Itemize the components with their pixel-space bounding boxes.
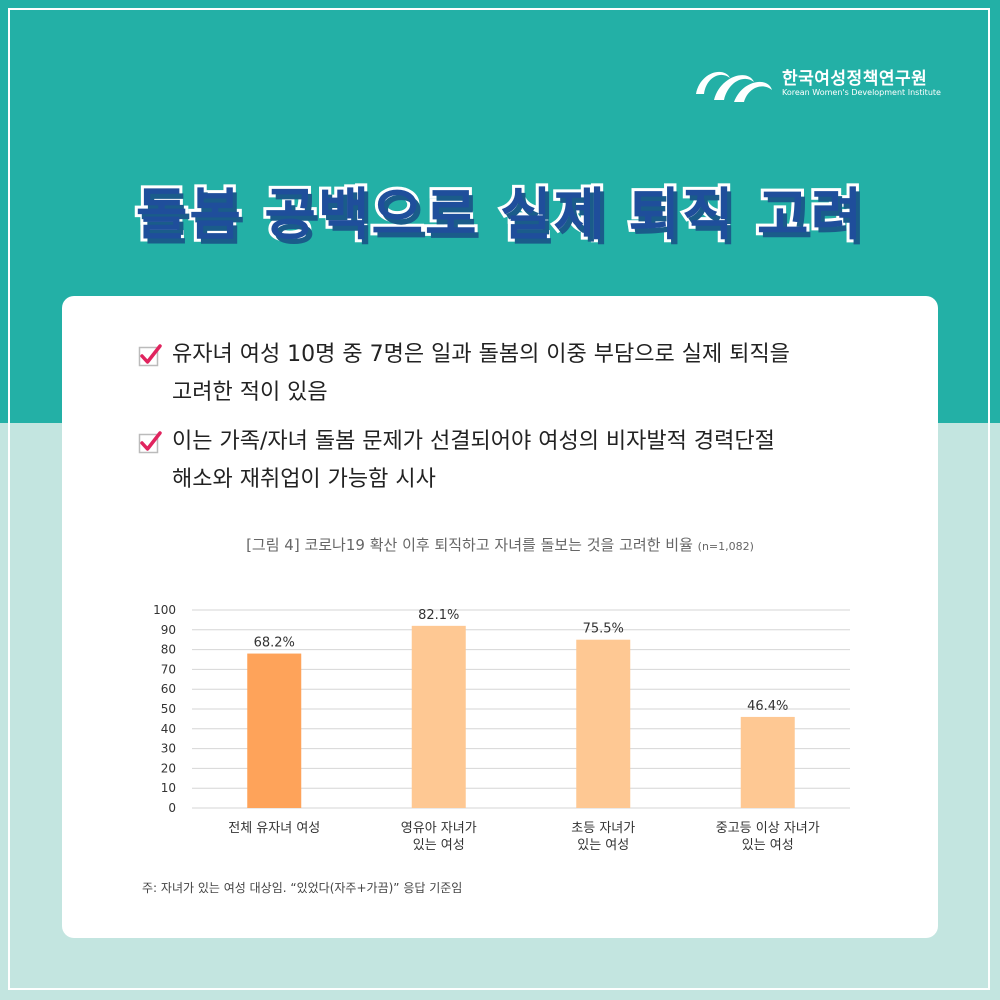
x-category-label: 영유아 자녀가 xyxy=(401,821,477,836)
bar-data-label: 75.5% xyxy=(583,622,624,637)
bar-chart: 0 10 20 30 40 50 60 70 80 90 100 68.2% 전체 유자녀 여성 82.1… xyxy=(153,603,850,853)
figure-sample-size: (n=1,082) xyxy=(697,540,754,553)
content-card: 유자녀 여성 10명 중 7명은 일과 돌봄의 이중 부담으로 실제 퇴직을 고… xyxy=(62,296,938,938)
bar xyxy=(247,653,302,808)
y-tick-label: 40 xyxy=(161,722,176,736)
y-tick-label: 50 xyxy=(161,702,176,716)
y-tick-label: 20 xyxy=(161,761,176,775)
x-category-label: 있는 여성 xyxy=(413,838,465,853)
y-tick-label: 60 xyxy=(161,682,176,696)
checkmark-icon xyxy=(138,431,162,454)
bar-data-label: 82.1% xyxy=(418,608,459,623)
bullet-list: 유자녀 여성 10명 중 7명은 일과 돌봄의 이중 부담으로 실제 퇴직을 고… xyxy=(138,336,898,510)
bullet-line: 고려한 적이 있음 xyxy=(172,380,328,405)
checkmark-icon xyxy=(138,344,162,367)
y-tick-label: 10 xyxy=(161,781,176,795)
bar xyxy=(740,716,795,808)
x-category-label: 전체 유자녀 여성 xyxy=(228,821,320,836)
bullet-line: 유자녀 여성 10명 중 7명은 일과 돌봄의 이중 부담으로 실제 퇴직을 xyxy=(172,342,790,367)
y-tick-label: 100 xyxy=(153,603,176,617)
page-frame xyxy=(8,8,990,990)
bar-data-label: 46.4% xyxy=(747,699,788,714)
institute-logo: 한국여성정책연구원 Korean Women's Development Ins… xyxy=(690,62,950,106)
bullet-item: 유자녀 여성 10명 중 7명은 일과 돌봄의 이중 부담으로 실제 퇴직을 고… xyxy=(138,336,898,412)
figure-caption: [그림 4] 코로나19 확산 이후 퇴직하고 자녀를 돌보는 것을 고려한 비… xyxy=(62,534,938,555)
bar-data-label: 68.2% xyxy=(254,636,295,651)
logo-english-name: Korean Women's Development Institute xyxy=(782,88,941,97)
x-category-label: 초등 자녀가 xyxy=(571,821,635,836)
bar xyxy=(576,639,631,808)
x-category-label: 있는 여성 xyxy=(742,838,794,853)
bullet-item: 이는 가족/자녀 돌봄 문제가 선결되어야 여성의 비자발적 경력단절 해소와 … xyxy=(138,423,898,499)
page-title: 돌봄 공백으로 실제 퇴직 고려 xyxy=(133,180,865,251)
y-tick-label: 90 xyxy=(161,623,176,637)
kwdi-emblem-icon xyxy=(696,71,772,102)
chart-note: 주: 자녀가 있는 여성 대상임. “있었다(자주+가끔)” 응답 기준임 xyxy=(142,881,463,895)
x-category-label: 있는 여성 xyxy=(577,838,629,853)
y-tick-label: 70 xyxy=(161,662,176,676)
y-tick-label: 80 xyxy=(161,643,176,657)
y-tick-label: 30 xyxy=(161,742,176,756)
figure-caption-text: [그림 4] 코로나19 확산 이후 퇴직하고 자녀를 돌보는 것을 고려한 비… xyxy=(246,536,693,554)
bullet-line: 이는 가족/자녀 돌봄 문제가 선결되어야 여성의 비자발적 경력단절 xyxy=(172,429,775,454)
bar xyxy=(411,625,466,808)
x-category-label: 중고등 이상 자녀가 xyxy=(716,821,820,836)
y-tick-label: 0 xyxy=(168,801,176,815)
bullet-line: 해소와 재취업이 가능함 시사 xyxy=(172,467,436,492)
logo-korean-name: 한국여성정책연구원 xyxy=(782,69,928,89)
